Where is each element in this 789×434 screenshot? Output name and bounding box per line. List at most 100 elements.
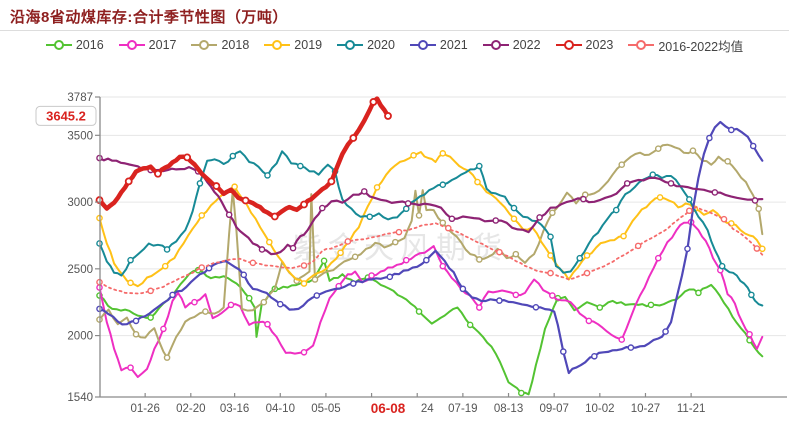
data-point-marker	[749, 142, 757, 150]
data-point-marker	[623, 180, 631, 187]
data-point-marker	[496, 297, 503, 304]
data-point-marker	[547, 233, 554, 241]
series-2020	[96, 150, 764, 307]
current-value-badge	[35, 105, 97, 126]
legend-label: 2022	[512, 38, 541, 52]
data-point-marker	[300, 200, 308, 209]
data-point-marker	[448, 215, 456, 223]
data-point-marker	[439, 181, 447, 189]
current-value-label: 3645.2	[46, 108, 86, 123]
data-point-marker	[163, 354, 171, 361]
legend-label: 2020	[367, 38, 395, 52]
data-point-marker	[510, 204, 518, 212]
legend: 2016 2017 2018 2019 2020 2021 2022 2023 2016-202…	[0, 35, 789, 55]
data-point-marker	[410, 152, 417, 159]
data-point-marker	[124, 177, 133, 186]
data-point-marker	[620, 232, 627, 240]
data-point-marker	[466, 321, 474, 329]
data-point-marker	[662, 328, 669, 335]
data-point-marker	[266, 238, 273, 246]
series-line-2020	[98, 150, 764, 307]
data-point-marker	[684, 245, 691, 253]
data-point-marker	[276, 300, 284, 308]
data-point-marker	[196, 180, 204, 187]
legend-item-2016-2022均值[interactable]: 2016-2022均值	[628, 36, 743, 55]
legend-label: 2016	[75, 38, 104, 52]
x-axis-label-10-02: 10-02	[585, 403, 614, 415]
data-point-marker	[395, 228, 403, 236]
data-point-marker	[337, 249, 344, 257]
data-point-marker	[618, 161, 626, 168]
legend-marker-icon	[628, 40, 655, 50]
data-point-marker	[404, 200, 412, 207]
data-point-marker	[320, 257, 328, 265]
data-point-marker	[154, 169, 162, 178]
x-axis-label-01-26: 01-26	[130, 403, 159, 415]
data-point-marker	[160, 325, 167, 333]
data-point-marker	[360, 188, 368, 195]
data-point-marker	[415, 308, 423, 315]
y-axis-label-1540: 1540	[67, 392, 93, 404]
data-point-marker	[580, 195, 587, 203]
data-point-marker	[147, 287, 154, 295]
data-point-marker	[751, 197, 759, 204]
data-point-marker	[351, 253, 359, 261]
data-point-marker	[297, 162, 304, 170]
data-point-marker	[656, 194, 664, 201]
data-point-marker	[300, 262, 308, 269]
data-point-marker	[225, 211, 233, 219]
data-point-marker	[549, 292, 556, 299]
data-point-marker	[318, 204, 326, 212]
legend-item-2020[interactable]: 2020	[337, 38, 395, 52]
legend-label: 2017	[148, 38, 177, 52]
data-point-marker	[492, 217, 500, 224]
data-point-marker	[264, 320, 271, 328]
data-point-marker	[402, 256, 410, 264]
legend-label: 2019	[294, 38, 323, 52]
data-point-marker	[313, 292, 321, 299]
data-point-marker	[560, 348, 567, 355]
legend-marker-icon	[337, 40, 364, 50]
current-date-label: 06-08	[371, 401, 406, 416]
data-point-marker	[759, 245, 766, 253]
legend-label: 2023	[585, 38, 614, 52]
data-point-marker	[512, 250, 520, 258]
data-point-marker	[536, 214, 543, 221]
data-point-marker	[386, 273, 394, 281]
legend-marker-icon	[409, 40, 436, 50]
data-point-marker	[161, 262, 169, 270]
legend-item-2019[interactable]: 2019	[264, 38, 322, 52]
data-point-marker	[518, 389, 525, 397]
x-axis-label-05-05: 05-05	[311, 403, 340, 415]
data-point-marker	[583, 269, 591, 277]
data-point-marker	[444, 224, 452, 232]
legend-marker-icon	[191, 40, 218, 50]
x-axis-label-09-07: 09-07	[539, 403, 568, 415]
data-point-marker	[627, 344, 635, 351]
x-axis-label-11-21: 11-21	[677, 403, 706, 415]
data-point-marker	[373, 184, 381, 191]
legend-item-2021[interactable]: 2021	[409, 38, 468, 52]
legend-item-2018[interactable]: 2018	[191, 38, 249, 52]
data-point-marker	[127, 364, 134, 371]
legend-item-2022[interactable]: 2022	[482, 38, 541, 52]
legend-marker-icon	[118, 40, 145, 50]
data-point-marker	[591, 352, 598, 360]
data-point-marker	[132, 330, 140, 338]
data-point-marker	[229, 152, 237, 160]
legend-marker-icon	[264, 40, 291, 50]
legend-item-2023[interactable]: 2023	[555, 38, 614, 52]
data-point-marker	[532, 303, 540, 311]
data-point-marker	[368, 272, 375, 279]
y-axis-label-2000: 2000	[67, 331, 93, 343]
data-point-marker	[685, 196, 693, 203]
data-point-marker	[724, 158, 731, 165]
data-point-marker	[415, 212, 423, 219]
data-point-marker	[695, 289, 702, 297]
legend-item-2016[interactable]: 2016	[45, 38, 104, 52]
legend-marker-icon	[45, 40, 72, 50]
series-line-2023	[97, 96, 391, 219]
legend-item-2017[interactable]: 2017	[118, 38, 177, 52]
data-point-marker	[746, 330, 753, 338]
